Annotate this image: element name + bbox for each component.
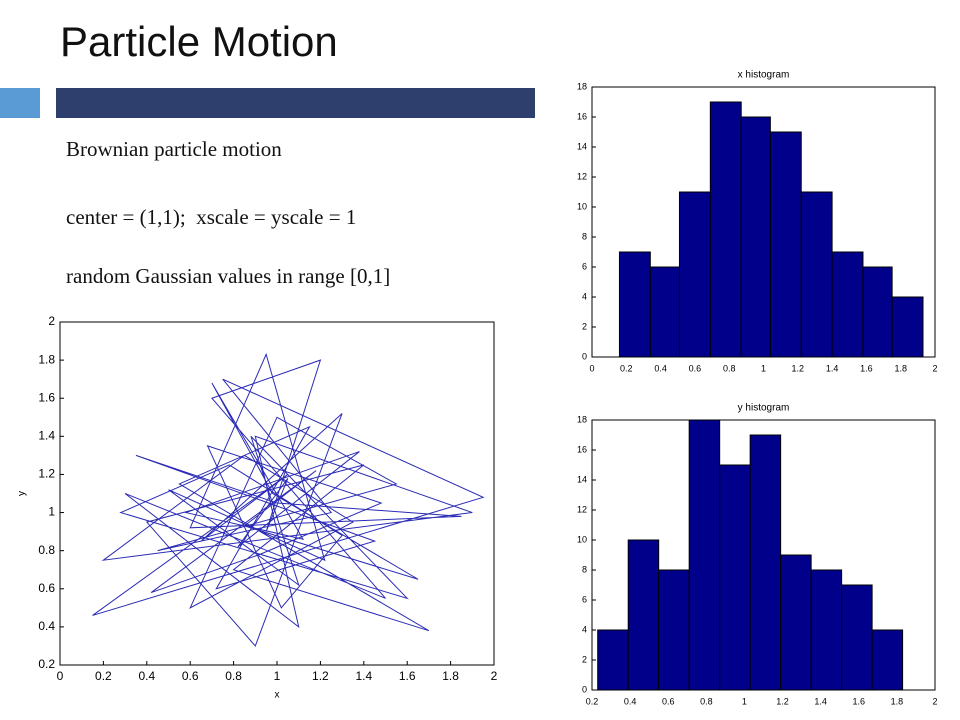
y-axis-label: y (17, 491, 28, 496)
histogram-bar (740, 116, 771, 358)
histogram-bar (719, 464, 751, 691)
y-tick-label: 0.2 (38, 657, 55, 671)
y-tick-label: 1.2 (38, 467, 55, 481)
x-tick-label: 0.8 (723, 363, 736, 373)
x-tick-label: 0.4 (624, 696, 637, 706)
histogram-bar (658, 569, 690, 691)
x-tick-label: 0.2 (95, 669, 112, 683)
x-tick-label: 1.4 (814, 696, 827, 706)
x-tick-label: 1 (761, 363, 766, 373)
y-tick-label: 18 (577, 414, 587, 424)
x-tick-label: 2 (932, 696, 937, 706)
x-tick-label: 1.6 (860, 363, 873, 373)
x-tick-label: 0.4 (138, 669, 155, 683)
y-tick-label: 12 (577, 504, 587, 514)
histogram-bar (627, 539, 660, 691)
x-tick-label: 0 (57, 669, 64, 683)
y-tick-label: 1 (48, 505, 55, 519)
histogram-bar (678, 191, 711, 358)
text-line: center = (1,1); xscale = yscale = 1 (66, 205, 357, 229)
y-tick-label: 1.4 (38, 429, 55, 443)
accent-square (0, 88, 40, 118)
histogram-bar (871, 629, 904, 691)
histogram-bar (769, 131, 802, 358)
x-tick-label: 0.4 (654, 363, 667, 373)
histogram-bar (831, 251, 864, 358)
y-tick-label: 6 (582, 261, 587, 271)
y-tick-label: 4 (582, 624, 587, 634)
x-tick-label: 1.2 (792, 363, 805, 373)
histogram-bar (649, 266, 680, 358)
x-tick-label: 0.6 (689, 363, 702, 373)
y-tick-label: 2 (582, 321, 587, 331)
x-tick-label: 1.8 (894, 363, 907, 373)
histogram-bar (688, 419, 721, 691)
y-tick-label: 2 (48, 314, 55, 328)
y-tick-label: 1.8 (38, 352, 55, 366)
histogram-bar (749, 434, 782, 691)
histogram-bar (891, 296, 924, 358)
trajectory-line (92, 352, 485, 647)
x-tick-label: 2 (932, 363, 937, 373)
x-tick-label: 1.4 (826, 363, 839, 373)
histogram-bar (800, 191, 833, 358)
x-tick-label: 0.8 (700, 696, 713, 706)
x-tick-label: 0 (589, 363, 594, 373)
y-tick-label: 18 (577, 81, 587, 91)
y-tick-label: 0.8 (38, 543, 55, 557)
x-axis-label: x (275, 690, 280, 701)
x-tick-label: 0.6 (662, 696, 675, 706)
x-tick-label: 1.4 (355, 669, 372, 683)
y-tick-label: 0.6 (38, 581, 55, 595)
histogram-bar (810, 569, 843, 691)
y-tick-label: 16 (577, 111, 587, 121)
x-tick-label: 1.2 (312, 669, 329, 683)
y-tick-label: 14 (577, 474, 587, 484)
x-tick-label: 1.6 (399, 669, 416, 683)
text-line: random Gaussian values in range [0,1] (66, 264, 391, 288)
x-tick-label: 0.2 (586, 696, 599, 706)
y-tick-label: 2 (582, 654, 587, 664)
y-tick-label: 8 (582, 231, 587, 241)
x-tick-label: 0.6 (182, 669, 199, 683)
y-tick-label: 10 (577, 201, 587, 211)
histogram-bar (597, 629, 629, 691)
x-tick-label: 1 (274, 669, 281, 683)
chart-title: x histogram (738, 70, 790, 81)
x-tick-label: 0.8 (225, 669, 242, 683)
x-tick-label: 2 (491, 669, 498, 683)
y-tick-label: 4 (582, 291, 587, 301)
histogram-bar (841, 584, 873, 691)
x-tick-label: 1.8 (442, 669, 459, 683)
chart-title: y histogram (738, 403, 790, 414)
y-tick-label: 12 (577, 171, 587, 181)
x-tick-label: 1.6 (853, 696, 866, 706)
y-tick-label: 0.4 (38, 619, 55, 633)
y-tick-label: 6 (582, 594, 587, 604)
y-tick-label: 8 (582, 564, 587, 574)
accent-bar (56, 88, 535, 118)
y-tick-label: 14 (577, 141, 587, 151)
histogram-bar (709, 101, 742, 358)
y-tick-label: 10 (577, 534, 587, 544)
x-tick-label: 1.2 (776, 696, 789, 706)
x-tick-label: 1 (742, 696, 747, 706)
slide-title: Particle Motion (60, 18, 338, 65)
x-tick-label: 0.2 (620, 363, 633, 373)
y-tick-label: 16 (577, 444, 587, 454)
histogram-bar (618, 251, 651, 358)
y-tick-label: 0 (582, 684, 587, 694)
y-tick-label: 0 (582, 351, 587, 361)
y-tick-label: 1.6 (38, 390, 55, 404)
histogram-bar (862, 266, 893, 358)
text-line: Brownian particle motion (66, 137, 282, 161)
histogram-bar (780, 554, 812, 691)
x-tick-label: 1.8 (891, 696, 904, 706)
